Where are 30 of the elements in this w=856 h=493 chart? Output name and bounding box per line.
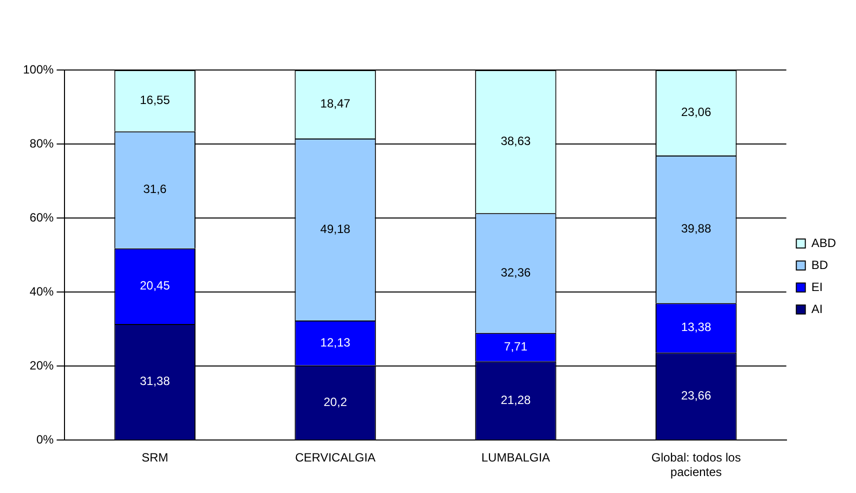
y-tick-label: 100% bbox=[22, 62, 54, 76]
data-label: 12,13 bbox=[320, 335, 351, 350]
data-label: 16,55 bbox=[140, 93, 170, 108]
data-label: 7,71 bbox=[504, 339, 528, 354]
x-tick-label: Global: todos los pacientes bbox=[651, 450, 741, 480]
data-label: 38,63 bbox=[500, 134, 532, 148]
data-label: 20,45 bbox=[140, 278, 170, 292]
data-label: 39,88 bbox=[681, 222, 712, 236]
legend-label: BD bbox=[811, 258, 828, 272]
data-label: 13,38 bbox=[681, 320, 712, 334]
data-label: 21,28 bbox=[500, 392, 532, 407]
y-tick-label: 0% bbox=[36, 432, 54, 447]
data-label: 32,36 bbox=[500, 265, 532, 280]
y-tick-label: 40% bbox=[30, 284, 54, 298]
legend-label: ABD bbox=[811, 236, 836, 250]
x-tick-label: SRM bbox=[142, 450, 168, 465]
data-label: 20,2 bbox=[324, 394, 348, 409]
data-label: 23,06 bbox=[681, 105, 712, 120]
y-tick-label: 60% bbox=[30, 210, 54, 224]
data-label: 31,38 bbox=[140, 374, 170, 388]
y-tick-label: 80% bbox=[30, 136, 54, 150]
data-label: 31,6 bbox=[143, 182, 167, 196]
legend-label: EI bbox=[811, 280, 823, 294]
x-tick-label: LUMBALGIA bbox=[481, 450, 550, 465]
data-label: 18,47 bbox=[320, 96, 351, 111]
data-label: 49,18 bbox=[320, 222, 351, 236]
y-tick-label: 20% bbox=[30, 358, 54, 372]
x-tick-label: CERVICALGIA bbox=[295, 450, 376, 465]
legend-label: AI bbox=[811, 302, 823, 316]
data-label: 23,66 bbox=[681, 388, 712, 402]
